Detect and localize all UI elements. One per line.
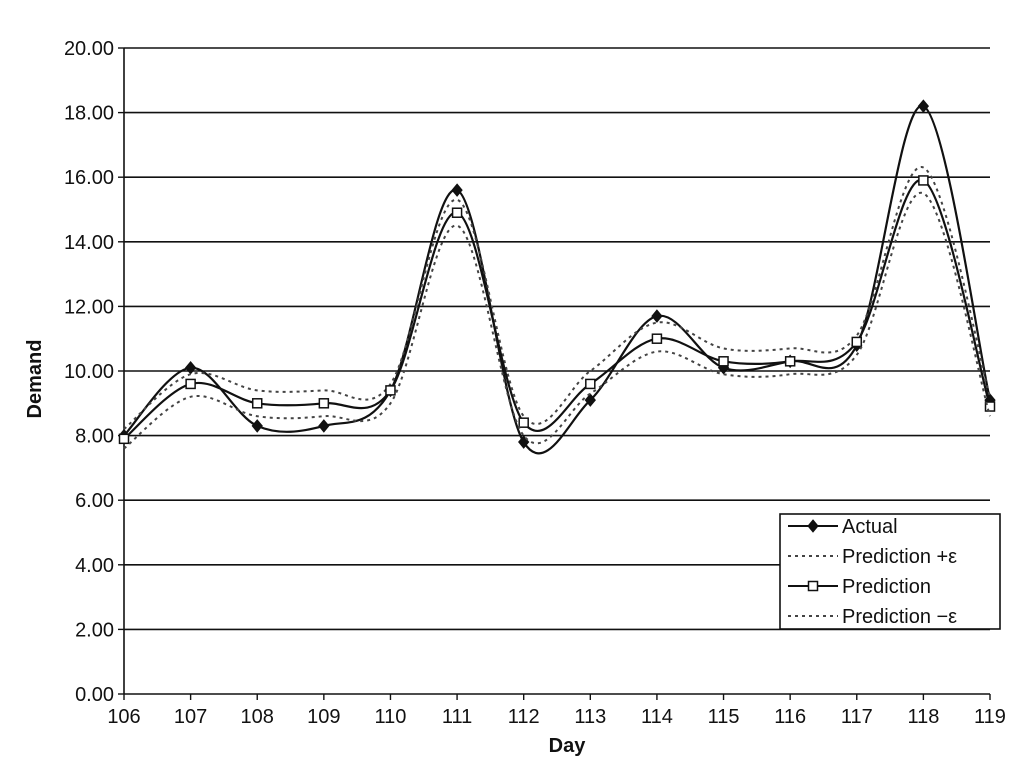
series-2-point-5	[451, 207, 463, 218]
x-tick-label-8: 114	[641, 706, 673, 728]
x-tick-label-1: 107	[174, 706, 207, 728]
series-0-line	[123, 104, 992, 455]
series-1	[123, 166, 991, 430]
series-0-point-2	[251, 419, 263, 433]
y-tick-label-5: 10.00	[64, 361, 114, 383]
series-3-line	[123, 192, 991, 450]
legend-label-0: Actual	[842, 516, 898, 538]
y-tick-label-9: 18.00	[64, 103, 114, 125]
series-2-line	[123, 179, 992, 440]
series-2-point-13	[984, 401, 996, 412]
legend-item-2: Prediction	[788, 576, 931, 598]
y-tick-label-1: 2.00	[75, 619, 114, 641]
legend-item-1: Prediction +ε	[788, 546, 957, 568]
series-2	[118, 175, 996, 445]
y-tick-labels: 0.00 2.00 4.00 6.00 8.00 10.00 12.00 14.00 16.00…	[64, 38, 114, 706]
y-tick-label-0: 0.00	[75, 684, 114, 706]
gridlines	[124, 47, 990, 631]
series-0-point-12	[917, 99, 930, 113]
y-tick-label-3: 6.00	[75, 490, 114, 512]
series-2-point-6	[518, 417, 529, 428]
series-0-point-8	[651, 309, 663, 323]
axes	[118, 47, 991, 700]
series-2-point-10	[784, 356, 796, 367]
series-0	[118, 99, 996, 455]
series-2-point-9	[718, 356, 729, 367]
x-tick-label-5: 111	[442, 706, 472, 728]
y-tick-label-6: 12.00	[64, 296, 114, 318]
series-0-point-3	[318, 419, 330, 433]
legend-marker-0	[807, 519, 819, 533]
series-layer	[118, 99, 996, 455]
series-2-point-2	[251, 398, 263, 409]
series-2-point-12	[918, 175, 929, 186]
legend-label-3: Prediction −ε	[842, 606, 957, 628]
series-2-point-4	[385, 385, 396, 396]
series-2-point-0	[118, 433, 130, 445]
series-0-point-7	[584, 393, 596, 407]
x-tick-labels: 106 107 108 109 110 111 112 113 114 115 116 117 118 1…	[107, 706, 1006, 728]
x-tick-label-3: 109	[307, 706, 340, 728]
legend-marker-2	[807, 580, 819, 592]
y-tick-label-10: 20.00	[64, 38, 114, 60]
x-tick-label-9: 115	[708, 706, 740, 728]
x-axis-title: Day	[549, 735, 587, 757]
series-2-point-11	[851, 336, 863, 348]
legend-label-2: Prediction	[842, 576, 931, 598]
series-2-point-7	[585, 378, 596, 390]
x-tick-label-12: 118	[907, 706, 939, 728]
y-tick-label-7: 14.00	[64, 232, 114, 254]
y-tick-label-4: 8.00	[75, 426, 114, 448]
legend-item-3: Prediction −ε	[788, 606, 957, 628]
x-tick-label-0: 106	[107, 706, 140, 728]
series-1-line	[123, 166, 991, 430]
x-tick-label-13: 119	[974, 706, 1006, 728]
legend-item-0: Actual	[788, 516, 898, 538]
series-2-point-1	[185, 378, 196, 390]
y-tick-label-8: 16.00	[64, 167, 114, 189]
y-tick-label-2: 4.00	[75, 555, 114, 577]
legend-label-1: Prediction +ε	[842, 546, 957, 568]
x-tick-label-7: 113	[574, 706, 606, 728]
x-tick-label-10: 116	[774, 706, 806, 728]
legend-box	[779, 513, 1001, 630]
series-3	[123, 192, 991, 450]
series-2-point-8	[651, 333, 663, 344]
x-tick-label-11: 117	[841, 706, 873, 728]
y-axis-title: Demand	[24, 340, 46, 419]
series-0-point-5	[451, 183, 463, 197]
legend: Actual Prediction +ε Prediction Prediction …	[779, 513, 1001, 630]
x-tick-label-6: 112	[508, 706, 540, 728]
series-2-point-3	[318, 398, 330, 409]
x-tick-label-4: 110	[375, 706, 407, 728]
series-0-point-1	[184, 360, 197, 375]
x-tick-label-2: 108	[241, 706, 274, 728]
